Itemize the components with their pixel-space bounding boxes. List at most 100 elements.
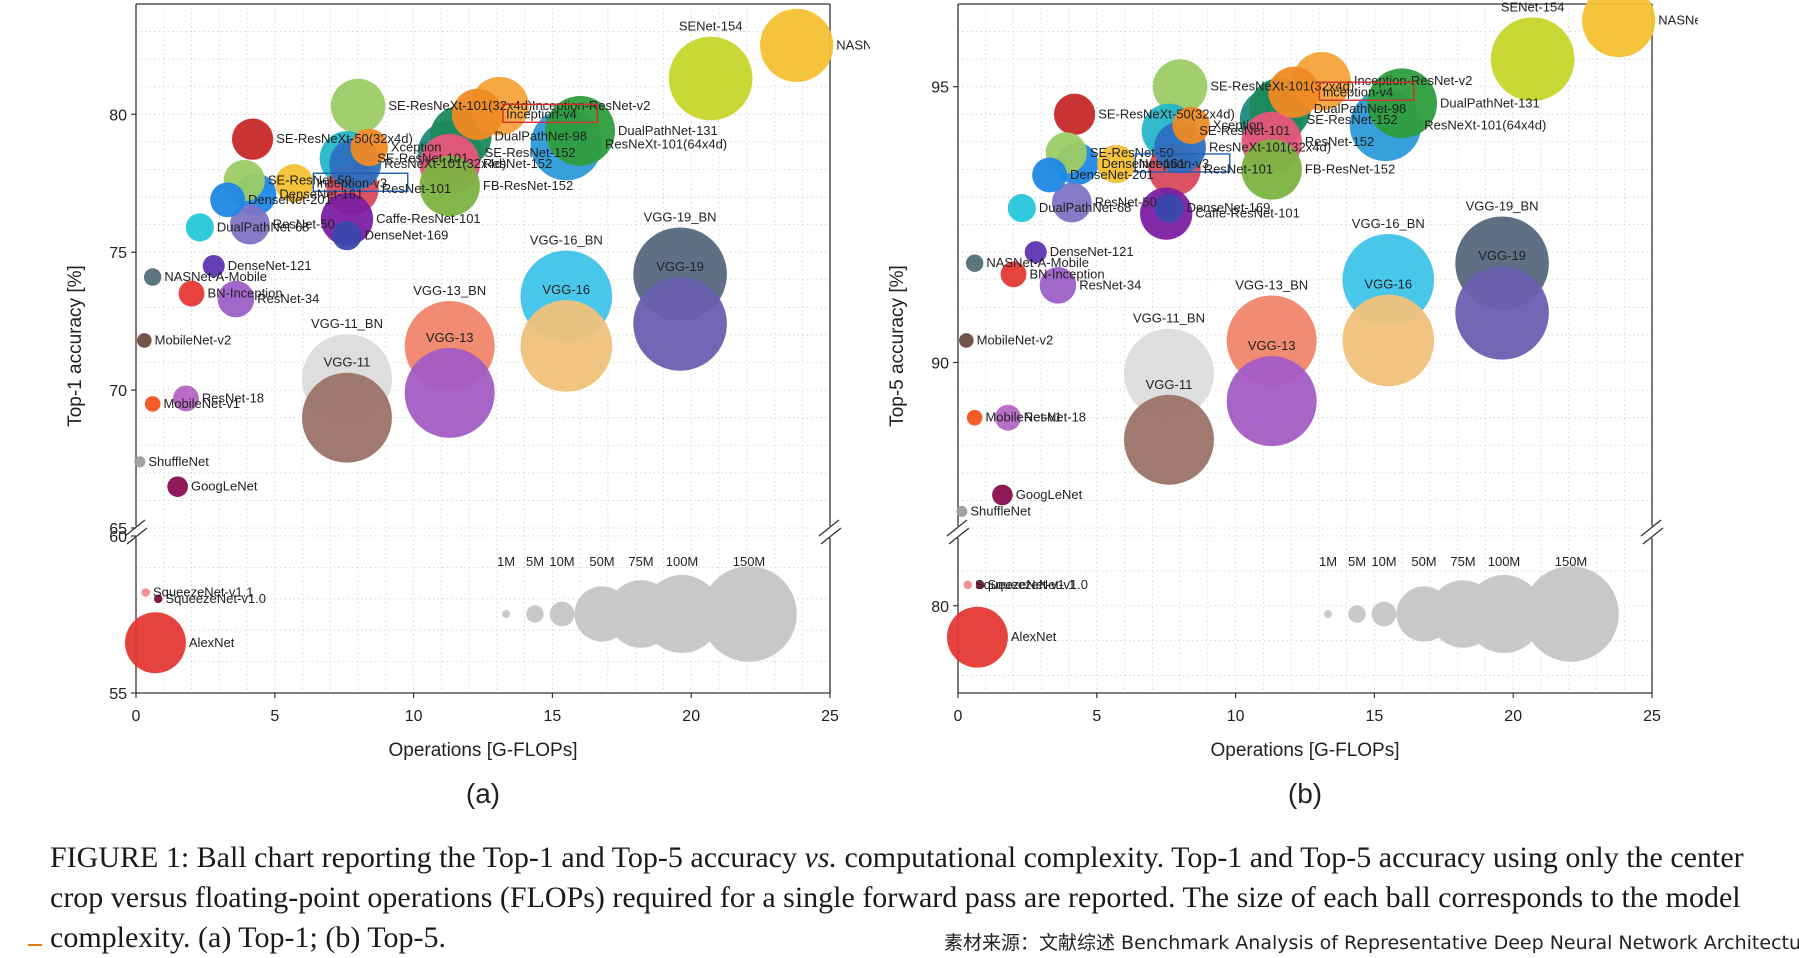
legend-label: 10M bbox=[549, 554, 574, 569]
ball-se-resnext-101-32x4d bbox=[330, 78, 386, 134]
ball-resnet-34 bbox=[1039, 267, 1077, 304]
legend-ball bbox=[549, 601, 575, 627]
ball-label-shufflenet: ShuffleNet bbox=[970, 503, 1031, 518]
legend-label: 10M bbox=[1371, 554, 1396, 569]
ball-label-vgg-16-bn: VGG-16_BN bbox=[1352, 216, 1425, 231]
ball-label-vgg-11: VGG-11 bbox=[1146, 377, 1193, 392]
ball-label-resnet-50: ResNet-50 bbox=[273, 217, 335, 232]
legend-label: 75M bbox=[628, 554, 653, 569]
ball-label-vgg-19: VGG-19 bbox=[656, 259, 704, 274]
ball-dualpathnet-68 bbox=[185, 213, 214, 242]
axis-break-mark bbox=[948, 527, 970, 545]
x-tick-label: 20 bbox=[682, 708, 700, 725]
ball-label-resnet-18: ResNet-18 bbox=[1024, 410, 1086, 425]
ball-squeezenet-v1-1 bbox=[141, 588, 150, 597]
axes bbox=[122, 3, 844, 694]
ball-xception bbox=[350, 128, 388, 167]
ball-se-resnext-50-32x4d bbox=[231, 118, 274, 160]
ball-label-densenet-121: DenseNet-121 bbox=[228, 258, 312, 273]
axis-break-gap bbox=[944, 526, 972, 538]
axis-break-gap bbox=[122, 526, 150, 538]
ball-label-densenet-169: DenseNet-169 bbox=[365, 228, 449, 243]
ball-label-xception: Xception bbox=[391, 139, 442, 154]
ball-label-dualpathnet-131: DualPathNet-131 bbox=[1440, 95, 1540, 110]
ball-label-dualpathnet-131: DualPathNet-131 bbox=[618, 123, 718, 138]
ball-label-inception-v3: Inception-v3 bbox=[1138, 156, 1209, 171]
ball-label-se-resnet-50: SE-ResNet-50 bbox=[268, 173, 352, 188]
ball-label-mobilenet-v2: MobileNet-v2 bbox=[977, 332, 1054, 347]
chart-top5: 0 5 10 15 20 25 90 95 80 Operations [G-FLOPs] Top-… bbox=[868, 0, 1756, 825]
ball-mobilenet-v1 bbox=[966, 409, 983, 426]
legend-label: 100M bbox=[1488, 554, 1521, 569]
axis-break-mark bbox=[1642, 527, 1664, 545]
legend-label: 1M bbox=[497, 554, 515, 569]
ball-nasnet-a-large bbox=[1582, 0, 1656, 58]
ball-resnet-18 bbox=[995, 404, 1021, 431]
plot-group: 0 5 10 15 20 25 90 95 80 Operations [G-FLOPs] Top-… bbox=[887, 0, 1756, 809]
ball-label-senet-154: SENet-154 bbox=[679, 19, 743, 34]
ball-label-vgg-11-bn: VGG-11_BN bbox=[311, 316, 383, 331]
ball-mobilenet-v2 bbox=[137, 333, 152, 348]
ball-label-vgg-19-bn: VGG-19_BN bbox=[644, 209, 717, 224]
ball-label-vgg-13-bn: VGG-13_BN bbox=[413, 283, 486, 298]
ball-label-squeezenet-v1-0: SqueezeNet-v1.0 bbox=[165, 591, 265, 606]
ball-label-dualpathnet-98: DualPathNet-98 bbox=[1314, 101, 1407, 116]
axis-break-mark bbox=[946, 519, 968, 537]
y-tick-label: 60 bbox=[109, 529, 127, 546]
ball-label-mobilenet-v1: MobileNet-v1 bbox=[985, 410, 1062, 425]
ball-label-vgg-11-bn: VGG-11_BN bbox=[1133, 311, 1205, 326]
x-tick-label: 0 bbox=[132, 708, 141, 725]
ball-label-caffe-resnet-101: Caffe-ResNet-101 bbox=[376, 211, 481, 226]
ball-fb-resnet-152 bbox=[1241, 139, 1302, 200]
size-legend: 1M 5M 10M 50M 75M 100M 150M bbox=[1319, 554, 1619, 662]
ball-label-box bbox=[312, 172, 409, 192]
ball-vgg-11 bbox=[301, 372, 392, 463]
ball-label-se-resnet-101: SE-ResNet-101 bbox=[377, 150, 468, 165]
ball-label-vgg-13-bn: VGG-13_BN bbox=[1235, 277, 1308, 292]
y-tick-label: 95 bbox=[931, 80, 949, 97]
y-tick-label: 80 bbox=[109, 107, 127, 124]
x-axis-label: Operations [G-FLOPs] bbox=[1210, 740, 1399, 761]
ball-densenet-121 bbox=[1024, 241, 1047, 264]
ball-label-dualpathnet-98: DualPathNet-98 bbox=[495, 128, 587, 143]
ball-label-densenet-121: DenseNet-121 bbox=[1050, 244, 1134, 259]
ball-label-se-resnext-50-32x4d: SE-ResNeXt-50(32x4d) bbox=[1098, 106, 1235, 121]
legend-ball bbox=[1523, 566, 1619, 662]
ball-label-senet-154: SENet-154 bbox=[1501, 0, 1565, 14]
ball-label-resnet-50: ResNet-50 bbox=[1095, 195, 1157, 210]
ball-densenet-201 bbox=[210, 182, 246, 218]
x-tick-label: 10 bbox=[1227, 708, 1245, 725]
ball-label-alexnet: AlexNet bbox=[189, 635, 235, 650]
ball-mobilenet-v2 bbox=[959, 333, 974, 348]
ball-label-se-resnext-101-32x4d: SE-ResNeXt-101(32x4d) bbox=[1210, 79, 1354, 94]
ball-label-resnet-101: ResNet-101 bbox=[382, 181, 451, 196]
ball-label-densenet-161: DenseNet-161 bbox=[279, 186, 363, 201]
ball-label-resnet-34: ResNet-34 bbox=[257, 291, 319, 306]
legend-label: 100M bbox=[666, 554, 699, 569]
ball-nasnet-a-mobile bbox=[143, 268, 162, 286]
chart-svg: 0 5 10 15 20 25 90 95 80 Operations [G-FLOPs] Top-… bbox=[887, 0, 1756, 809]
figure-caption: FIGURE 1: Ball chart reporting the Top-1… bbox=[50, 838, 1750, 958]
ball-label-shufflenet: ShuffleNet bbox=[148, 454, 209, 469]
ball-label-resnext-101-32x4d: ResNeXt-101(32x4d) bbox=[1209, 139, 1331, 154]
axis-break-mark bbox=[1640, 519, 1662, 537]
ball-squeezenet-v1-0 bbox=[975, 580, 985, 590]
ball-labels: NASNet-A-Large SENet-154 SE-ResNeXt-101(32… bbox=[970, 0, 1755, 644]
legend-label: 5M bbox=[526, 554, 544, 569]
chart-top1: 0 5 10 15 20 25 65 70 75 80 55 60 Operations [G-FLOP… bbox=[40, 0, 934, 825]
x-tick-label: 15 bbox=[544, 708, 562, 725]
ball-label-fb-resnet-152: FB-ResNet-152 bbox=[483, 178, 573, 193]
ball-label-googlenet: GoogLeNet bbox=[191, 479, 258, 494]
ball-vgg-13 bbox=[404, 347, 495, 438]
x-tick-label: 5 bbox=[1092, 708, 1101, 725]
panel-label: (a) bbox=[466, 778, 500, 809]
ball-inception-v3 bbox=[275, 164, 314, 203]
ball-resnet-50 bbox=[1051, 182, 1092, 223]
ball-alexnet bbox=[946, 606, 1008, 668]
ball-dualpathnet-131 bbox=[1367, 68, 1438, 139]
ball-label-vgg-11: VGG-11 bbox=[324, 355, 371, 370]
ball-label-se-resnext-50-32x4d: SE-ResNeXt-50(32x4d) bbox=[276, 131, 413, 146]
ball-label-xception: Xception bbox=[1213, 117, 1264, 132]
legend-label: 1M bbox=[1319, 554, 1337, 569]
legend-label: 150M bbox=[733, 554, 766, 569]
